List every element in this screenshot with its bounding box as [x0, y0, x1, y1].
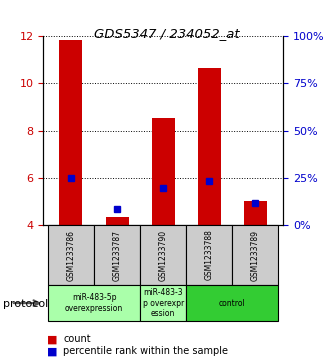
Bar — [244, 201, 267, 225]
Bar — [106, 217, 129, 225]
Text: percentile rank within the sample: percentile rank within the sample — [63, 346, 228, 356]
Bar — [48, 285, 140, 321]
Bar — [94, 225, 140, 285]
Text: GDS5347 / 234052_at: GDS5347 / 234052_at — [94, 27, 239, 40]
Bar — [232, 225, 278, 285]
Bar — [198, 68, 221, 225]
Text: protocol: protocol — [3, 299, 49, 309]
Text: count: count — [63, 334, 91, 344]
Bar — [186, 225, 232, 285]
Text: GSM1233788: GSM1233788 — [205, 229, 214, 281]
Text: control: control — [219, 299, 246, 307]
Bar — [186, 285, 278, 321]
Text: GSM1233789: GSM1233789 — [251, 229, 260, 281]
Bar — [140, 225, 186, 285]
Text: GSM1233787: GSM1233787 — [113, 229, 122, 281]
Bar — [140, 285, 186, 321]
Text: ■: ■ — [47, 346, 57, 356]
Text: ■: ■ — [47, 334, 57, 344]
Bar — [59, 40, 83, 225]
Text: miR-483-5p
overexpression: miR-483-5p overexpression — [65, 293, 123, 313]
Text: GSM1233786: GSM1233786 — [67, 229, 76, 281]
Bar — [48, 225, 94, 285]
Text: miR-483-3
p overexpr
ession: miR-483-3 p overexpr ession — [143, 288, 184, 318]
Text: GSM1233790: GSM1233790 — [159, 229, 168, 281]
Bar — [152, 118, 175, 225]
